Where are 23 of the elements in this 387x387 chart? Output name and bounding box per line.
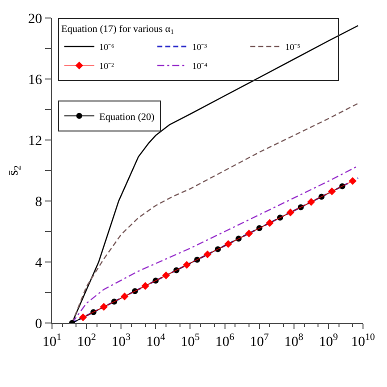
y-tick-label: 8 [35,194,42,210]
x-tick-label: 10$^{4}$ [146,332,166,350]
legend-label: Equation (20) [99,112,154,123]
x-tick-label: 10$^{3}$ [112,332,131,350]
x-tick-label: 10$^{7}$ [250,332,269,350]
y-tick-label: 4 [35,256,42,271]
legend-label: 10⁻⁶ [99,42,114,52]
legend-label: 10⁻³ [192,42,208,52]
x-tick-label: 10$^{1}$ [42,332,62,350]
x-tick-label: 10$^{2}$ [77,332,96,350]
x-tick-label: 10$^{6}$ [215,332,234,350]
y-tick-label: 16 [28,72,42,88]
y-tick-label: 12 [28,134,42,149]
legend-label: 10⁻² [99,61,114,72]
y-tick-label: 20 [28,12,42,27]
x-tick-label: 10$^{8}$ [284,332,304,350]
x-tick-label: 10$^{9}$ [318,332,338,350]
legend-title: Equation (17) for various α$_{1}$ [61,24,174,36]
x-tick-label: 10$^{10}$ [351,332,375,350]
legend-label: 10⁻⁵ [285,42,300,52]
y-tick-label: 0 [35,316,42,332]
x-tick-label: 10$^{5}$ [180,332,200,350]
legend-label: 10⁻⁴ [192,61,208,72]
